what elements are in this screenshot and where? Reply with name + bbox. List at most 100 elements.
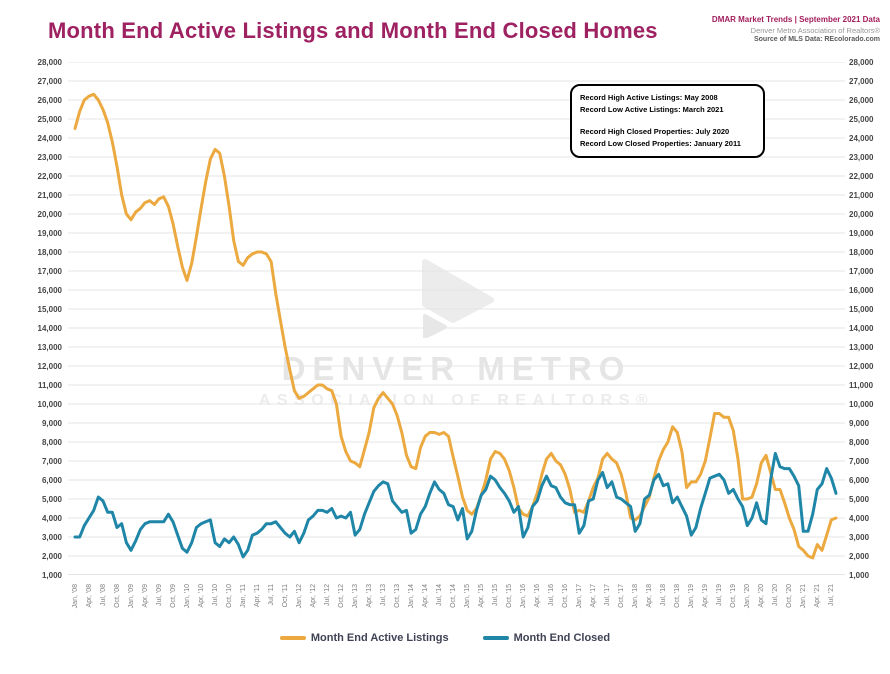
x-tick-label: Oct, '11	[281, 584, 289, 608]
y-tick-label-right: 14,000	[849, 323, 874, 333]
annotation-line: Record Low Active Listings: March 2021	[580, 104, 724, 114]
y-tick-label-left: 2,000	[41, 551, 62, 561]
legend-label-closed: Month End Closed	[513, 632, 611, 644]
x-tick-label: Jan, '08	[71, 584, 79, 609]
x-tick-label: Jul, '14	[435, 584, 443, 606]
y-tick-label-right: 17,000	[849, 266, 874, 276]
y-tick-label-right: 9,000	[849, 418, 870, 428]
y-tick-label-left: 1,000	[41, 570, 62, 580]
legend-item-active-listings: Month End Active Listings	[279, 632, 449, 644]
org-name: Denver Metro Association of Realtors®	[750, 26, 880, 35]
x-tick-label: Apr, '15	[477, 584, 485, 608]
y-tick-label-left: 27,000	[37, 76, 62, 86]
y-tick-label-right: 12,000	[849, 361, 874, 371]
x-tick-label: Oct, '19	[729, 584, 737, 608]
source-block: DMAR Market Trends | September 2021 Data…	[712, 15, 880, 45]
y-tick-label-left: 11,000	[37, 380, 62, 390]
y-tick-label-right: 5,000	[849, 494, 870, 504]
x-tick-label: Oct, '08	[113, 584, 121, 608]
y-tick-label-left: 12,000	[37, 361, 62, 371]
x-tick-label: Jul, '12	[323, 584, 331, 606]
page-title: Month End Active Listings and Month End …	[48, 18, 658, 43]
y-tick-label-right: 15,000	[849, 304, 874, 314]
y-tick-label-right: 7,000	[849, 456, 870, 466]
y-tick-label-right: 11,000	[849, 380, 874, 390]
x-tick-label: Jul, '21	[827, 584, 835, 606]
x-tick-label: Apr, '08	[85, 584, 93, 608]
x-tick-label: Apr, '09	[141, 584, 149, 608]
annotation-line: Record High Closed Properties: July 2020	[580, 127, 730, 136]
y-tick-label-left: 7,000	[41, 456, 62, 466]
x-tick-label: Jul, '10	[211, 584, 219, 606]
x-tick-label: Jan, '21	[799, 584, 807, 609]
y-tick-label-left: 17,000	[37, 266, 62, 276]
legend-item-closed: Month End Closed	[482, 632, 611, 644]
y-tick-label-right: 16,000	[849, 285, 874, 295]
y-tick-label-left: 23,000	[37, 152, 62, 162]
x-tick-label: Jan, '17	[575, 584, 583, 609]
series-line-month-end-closed	[73, 451, 838, 559]
y-tick-label-right: 1,000	[849, 570, 870, 580]
y-tick-label-left: 15,000	[37, 304, 62, 314]
x-tick-label: Jul, '13	[379, 584, 387, 606]
x-tick-label: Jan, '18	[631, 584, 639, 609]
y-tick-label-left: 18,000	[37, 247, 62, 257]
y-tick-label-right: 8,000	[849, 437, 870, 447]
x-tick-label: Jan, '15	[463, 584, 471, 609]
x-tick-label: Jan, '16	[519, 584, 527, 609]
x-tick-label: Apr, '13	[365, 584, 373, 608]
y-tick-label-left: 19,000	[37, 228, 62, 238]
y-tick-label-right: 22,000	[849, 171, 874, 181]
y-tick-label-left: 13,000	[37, 342, 62, 352]
y-tick-label-right: 18,000	[849, 247, 874, 257]
x-tick-label: Jul, '19	[715, 584, 723, 606]
x-tick-label: Apr, '18	[645, 584, 653, 608]
x-tick-label: Apr, '21	[813, 584, 821, 608]
y-tick-label-right: 13,000	[849, 342, 874, 352]
legend-label-active-listings: Month End Active Listings	[310, 632, 449, 644]
y-tick-label-right: 2,000	[849, 551, 870, 561]
x-tick-label: Jan, '12	[295, 584, 303, 609]
y-tick-label-right: 21,000	[849, 190, 874, 200]
x-tick-label: Jul, '17	[603, 584, 611, 606]
x-tick-label: Jan, '20	[743, 584, 751, 609]
y-tick-label-left: 22,000	[37, 171, 62, 181]
x-tick-label: Jul, '11	[267, 584, 275, 606]
y-tick-label-right: 24,000	[849, 133, 874, 143]
x-tick-label: Apr, '14	[421, 584, 429, 608]
y-tick-label-left: 16,000	[37, 285, 62, 295]
chart-legend: Month End Active Listings Month End Clos…	[0, 632, 890, 644]
x-tick-label: Oct, '12	[337, 584, 345, 608]
x-tick-label: Jan, '19	[687, 584, 695, 609]
x-tick-label: Oct, '09	[169, 584, 177, 608]
x-tick-label: Oct, '13	[393, 584, 401, 608]
y-tick-label-left: 5,000	[41, 494, 62, 504]
legend-swatch-closed	[482, 636, 509, 640]
records-annotation-box: Record High Active Listings: May 2008 Re…	[570, 84, 765, 158]
data-source: Source of MLS Data: REcolorado.com	[753, 36, 880, 44]
y-tick-label-left: 4,000	[41, 513, 62, 523]
y-tick-label-left: 6,000	[41, 475, 62, 485]
y-tick-label-left: 3,000	[41, 532, 62, 542]
x-tick-label: Jul, '16	[547, 584, 555, 606]
x-tick-label: Oct, '15	[505, 584, 513, 608]
annotation-line: Record Low Closed Properties: January 20…	[580, 138, 741, 148]
y-tick-label-right: 20,000	[849, 209, 874, 219]
y-tick-label-left: 21,000	[37, 190, 62, 200]
y-tick-label-left: 25,000	[37, 114, 62, 124]
y-tick-label-left: 10,000	[37, 399, 62, 409]
x-tick-label: Jan, '09	[127, 584, 135, 609]
x-tick-label: Jul, '08	[99, 584, 107, 606]
y-tick-label-right: 28,000	[849, 57, 874, 67]
y-tick-label-right: 19,000	[849, 228, 874, 238]
annotation-line: Record High Active Listings: May 2008	[580, 93, 718, 102]
y-tick-label-right: 27,000	[849, 76, 874, 86]
y-tick-label-right: 6,000	[849, 475, 870, 485]
x-tick-label: Apr, '10	[197, 584, 205, 608]
y-tick-label-right: 10,000	[849, 399, 874, 409]
y-tick-label-left: 24,000	[37, 133, 62, 143]
x-tick-label: Jul, '15	[491, 584, 499, 606]
x-tick-label: Jan, '14	[407, 584, 415, 609]
x-tick-label: Jul, '18	[659, 584, 667, 606]
y-tick-label-left: 14,000	[37, 323, 62, 333]
